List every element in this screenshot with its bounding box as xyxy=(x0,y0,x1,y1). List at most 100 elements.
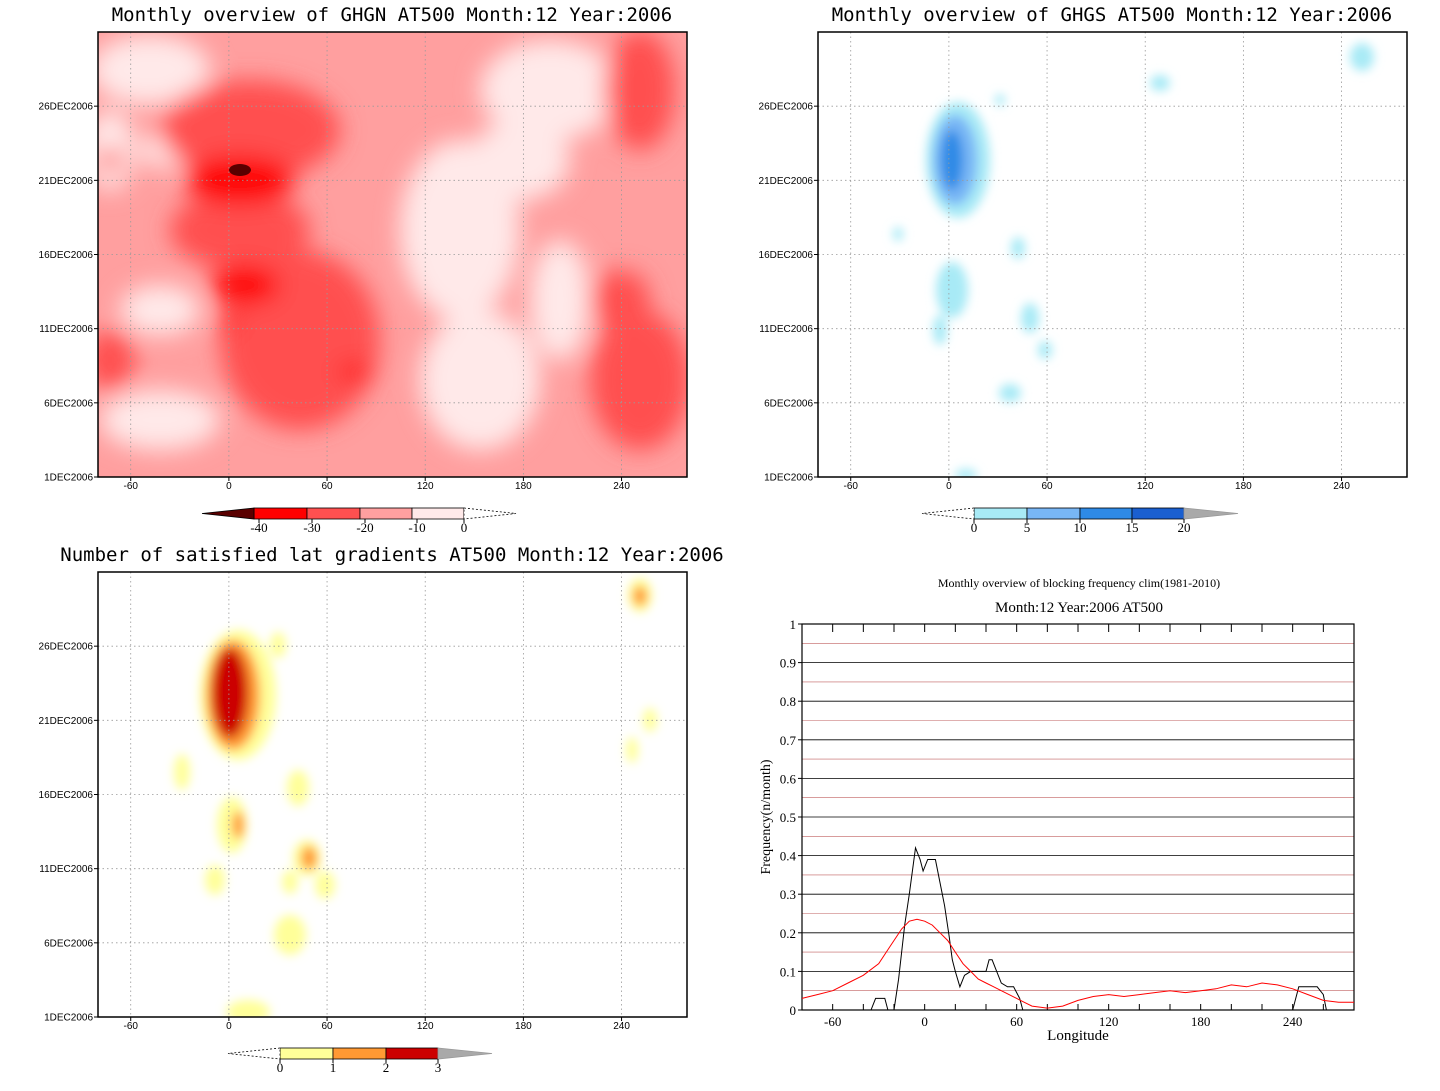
ghgs-colorbar: 0 5 10 15 20 xyxy=(921,507,1239,535)
freq-xtick-label-3: 120 xyxy=(1099,1014,1119,1029)
ghgn-colorbar-tick-label-4: 0 xyxy=(461,520,468,535)
freq-x-ticks: -60 0 60 120 180 240 xyxy=(824,624,1324,1029)
latgrad-xtick-label-4: 180 xyxy=(515,1021,532,1032)
freq-y-ticks: 0 0.1 0.2 0.3 0.4 0.5 0.6 0.7 0.8 0.9 1 xyxy=(780,617,802,1018)
ghgn-xtick-label-4: 180 xyxy=(515,481,532,492)
ghgs-ytick-label-1: 6DEC2006 xyxy=(764,398,813,409)
latgrad-colorbar-tick-label-1: 1 xyxy=(330,1060,337,1075)
latgrad-xtick-label-5: 240 xyxy=(613,1021,630,1032)
freq-ytick-label-7: 0.7 xyxy=(780,733,797,748)
latgrad-y-ticks: 1DEC2006 6DEC2006 11DEC2006 16DEC2006 21DEC2… xyxy=(39,642,98,1024)
freq-ytick-label-8: 0.8 xyxy=(780,694,796,709)
latgrad-ytick-label-1: 6DEC2006 xyxy=(44,938,93,949)
freq-ytick-label-1: 0.1 xyxy=(780,964,796,979)
ghgs-xtick-label-1: 0 xyxy=(946,481,952,492)
ghgs-title: Monthly overview of GHGS AT500 Month:12 … xyxy=(832,4,1393,26)
ghgn-panel: Monthly overview of GHGN AT500 Month:12 … xyxy=(39,4,688,535)
latgrad-axes: -60 0 60 120 180 240 1DEC2006 6DEC2006 11DEC200… xyxy=(39,571,688,1032)
ghgs-ytick-label-0: 1DEC2006 xyxy=(764,473,813,484)
latgrad-ytick-label-4: 21DEC2006 xyxy=(39,716,94,727)
freq-panel: Monthly overview of blocking frequency c… xyxy=(759,576,1355,1044)
ghgs-xtick-label-3: 120 xyxy=(1137,481,1154,492)
ghgn-colorbar-left-arrow xyxy=(201,507,255,520)
ghgs-field xyxy=(818,32,1407,477)
ghgs-xtick-label-2: 60 xyxy=(1041,481,1053,492)
ghgs-panel: Monthly overview of GHGS AT500 Month:12 … xyxy=(759,4,1408,535)
latgrad-colorbar-box-1 xyxy=(332,1047,387,1060)
latgrad-colorbar-right-arrow xyxy=(437,1047,493,1060)
freq-title: Monthly overview of blocking frequency c… xyxy=(938,576,1220,590)
ghgs-ytick-label-5: 26DEC2006 xyxy=(759,102,814,113)
latgrad-field xyxy=(98,572,687,1017)
latgrad-ytick-label-0: 1DEC2006 xyxy=(44,1013,93,1024)
ghgn-axes: -60 0 60 120 180 240 1DEC2006 6DEC2006 11DEC200… xyxy=(39,31,688,492)
freq-xtick-label-0: -60 xyxy=(824,1014,841,1029)
ghgn-ytick-label-1: 6DEC2006 xyxy=(44,398,93,409)
ghgs-colorbar-box-0 xyxy=(973,507,1028,520)
ghgn-x-ticks: -60 0 60 120 180 240 xyxy=(123,477,630,492)
ghgn-ytick-label-3: 16DEC2006 xyxy=(39,250,94,261)
ghgn-colorbar-tick-label-0: -40 xyxy=(250,520,267,535)
ghgs-axes: -60 0 60 120 180 240 1DEC2006 6DEC2006 11DEC200… xyxy=(759,31,1408,492)
freq-subtitle: Month:12 Year:2006 AT500 xyxy=(995,600,1163,616)
freq-ytick-label-5: 0.5 xyxy=(780,810,796,825)
ghgn-xtick-label-2: 60 xyxy=(321,481,333,492)
ghgs-ytick-label-3: 16DEC2006 xyxy=(759,250,814,261)
ghgn-xtick-label-0: -60 xyxy=(123,481,138,492)
latgrad-x-ticks: -60 0 60 120 180 240 xyxy=(123,1017,630,1032)
ghgn-ytick-label-4: 21DEC2006 xyxy=(39,176,94,187)
ghgs-colorbar-box-3 xyxy=(1131,507,1185,520)
latgrad-xtick-label-0: -60 xyxy=(123,1021,138,1032)
ghgn-colorbar-box-3 xyxy=(411,507,465,520)
freq-ytick-label-9: 0.9 xyxy=(780,656,796,671)
freq-ytick-label-2: 0.2 xyxy=(780,926,796,941)
freq-xtick-label-4: 180 xyxy=(1191,1014,1211,1029)
ghgn-field-blobs xyxy=(98,32,687,450)
freq-grid xyxy=(802,642,1354,992)
ghgn-colorbar-tick-label-2: -20 xyxy=(356,520,373,535)
freq-xtick-label-2: 60 xyxy=(1010,1014,1023,1029)
ghgs-colorbar-tick-label-1: 5 xyxy=(1024,520,1031,535)
latgrad-colorbar-tick-label-2: 2 xyxy=(383,1060,390,1075)
ghgn-colorbar-right-arrow xyxy=(463,507,517,520)
freq-ytick-label-6: 0.6 xyxy=(780,771,797,786)
ghgn-colorbar-box-1 xyxy=(306,507,361,520)
ghgs-field-blobs xyxy=(893,43,1374,477)
freq-xtick-label-1: 0 xyxy=(921,1014,928,1029)
freq-xlabel: Longitude xyxy=(1047,1028,1109,1044)
ghgn-colorbar-box-0 xyxy=(253,507,308,520)
ghgs-x-ticks: -60 0 60 120 180 240 xyxy=(843,477,1350,492)
ghgs-colorbar-box-2 xyxy=(1079,507,1133,520)
latgrad-title: Number of satisfied lat gradients AT500 … xyxy=(60,544,723,566)
ghgs-y-ticks: 1DEC2006 6DEC2006 11DEC2006 16DEC2006 21DEC2… xyxy=(759,102,818,484)
ghgs-xtick-label-5: 240 xyxy=(1333,481,1350,492)
latgrad-colorbar-left-arrow xyxy=(227,1047,281,1060)
freq-series-line-1 xyxy=(801,918,1354,1009)
ghgn-ytick-label-2: 11DEC2006 xyxy=(39,324,93,335)
freq-ylabel: Frequency(n/month) xyxy=(759,759,774,874)
latgrad-colorbar: 0 1 2 3 xyxy=(227,1047,493,1075)
latgrad-ytick-label-5: 26DEC2006 xyxy=(39,642,94,653)
ghgn-colorbar-tick-label-3: -10 xyxy=(408,520,425,535)
ghgn-colorbar: -40 -30 -20 -10 0 xyxy=(201,507,517,535)
ghgn-xtick-label-3: 120 xyxy=(417,481,434,492)
ghgs-xtick-label-0: -60 xyxy=(843,481,858,492)
freq-ytick-label-0: 0 xyxy=(790,1003,797,1018)
ghgn-xtick-label-1: 0 xyxy=(226,481,232,492)
freq-series-line-0 xyxy=(802,845,1354,1011)
latgrad-xtick-label-1: 0 xyxy=(226,1021,232,1032)
ghgn-minimum xyxy=(229,164,251,176)
freq-ytick-label-10: 1 xyxy=(790,617,797,632)
latgrad-colorbar-tick-label-0: 0 xyxy=(277,1060,284,1075)
ghgn-colorbar-tick-label-1: -30 xyxy=(303,520,320,535)
latgrad-ytick-label-3: 16DEC2006 xyxy=(39,790,94,801)
ghgn-ytick-label-5: 26DEC2006 xyxy=(39,102,94,113)
latgrad-panel: Number of satisfied lat gradients AT500 … xyxy=(39,544,724,1075)
ghgn-field xyxy=(98,32,687,477)
freq-ytick-label-4: 0.4 xyxy=(780,849,797,864)
ghgs-xtick-label-4: 180 xyxy=(1235,481,1252,492)
ghgs-colorbar-box-1 xyxy=(1026,507,1081,520)
ghgn-y-ticks: 1DEC2006 6DEC2006 11DEC2006 16DEC2006 21DEC2… xyxy=(39,102,98,484)
freq-ytick-label-3: 0.3 xyxy=(780,887,796,902)
